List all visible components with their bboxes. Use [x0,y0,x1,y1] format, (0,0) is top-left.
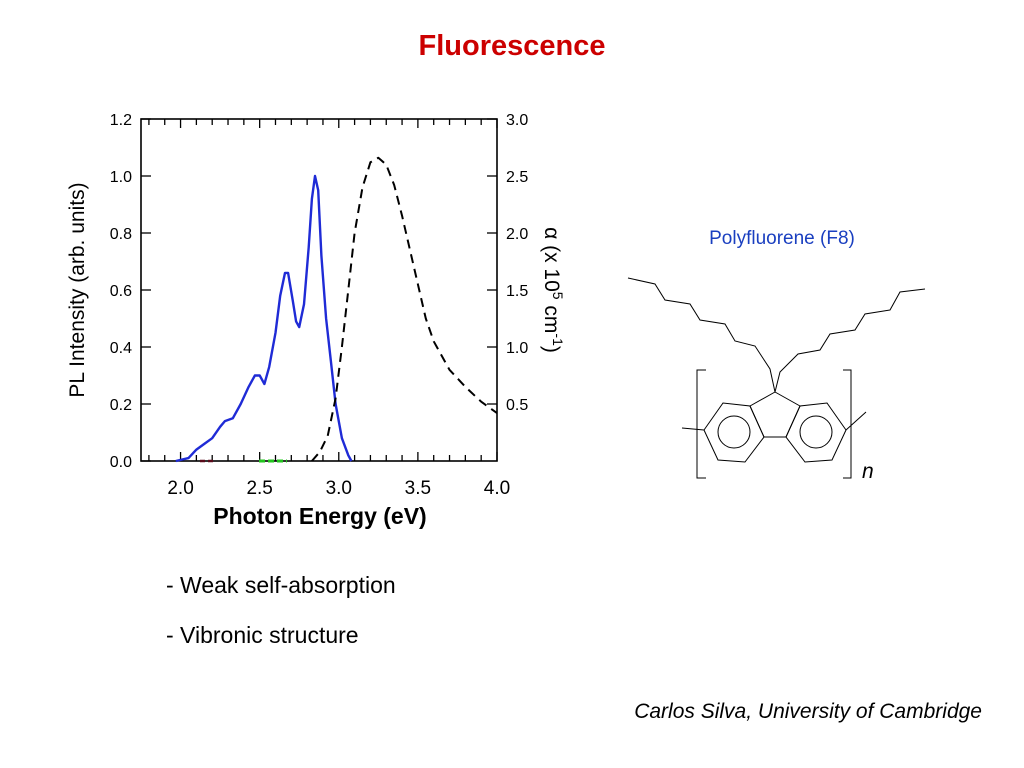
y2-tick-label: 0.5 [506,397,528,414]
x-tick-label: 4.0 [484,478,510,499]
bullet-2: - Vibronic structure [166,622,359,648]
aromatic-circle-right [799,415,833,449]
absorption-line [311,156,498,462]
x-tick-label: 3.5 [405,478,431,499]
y2-tick-label: 2.5 [506,169,528,186]
x-tick-label: 3.0 [326,478,352,499]
y-tick-label: 0.6 [110,283,132,300]
y-tick-label: 0.2 [110,397,132,414]
aromatic-circle-left [717,415,751,449]
y-tick-label: 1.0 [110,169,132,186]
plot-frame [140,118,498,462]
y2-label-exponent: 5 [550,292,566,300]
bracket-left [696,369,706,479]
y-tick-label: 0.4 [110,340,132,357]
y-axis-label: PL Intensity (arb. units) [66,182,89,397]
slide-title: Fluorescence [418,30,606,62]
y2-tick-label: 2.0 [506,226,528,243]
polymer-name: Polyfluorene (F8) [709,228,855,249]
bond [681,411,867,431]
polyfluorene-structure [627,277,926,479]
y-tick-label: 0.0 [110,454,132,471]
y2-tick-label: 3.0 [506,112,528,129]
y2-label-part: cm [540,300,563,334]
y2-label-part: α (x 10 [540,227,563,292]
y2-label-part: ) [540,346,563,353]
y2-tick-label: 1.0 [506,340,528,357]
repeat-subscript: n [862,460,874,483]
alkyl-chain-right [774,288,926,393]
alkyl-chain-left [627,277,776,393]
bond [749,391,801,407]
y2-axis-label: α (x 105 cm-1) [540,227,566,353]
x-tick-label: 2.0 [167,478,193,499]
pl-intensity-line [175,174,353,463]
x-tick-label: 2.5 [246,478,272,499]
benzene-ring-left [703,402,765,463]
bracket-right [843,369,852,479]
x-axis: 2.0 2.5 3.0 3.5 4.0 [148,119,510,499]
y-tick-label: 1.2 [110,112,132,129]
y2-label-exponent: -1 [550,333,566,346]
y-tick-label: 0.8 [110,226,132,243]
y2-tick-label: 1.5 [506,283,528,300]
bullet-1: - Weak self-absorption [166,572,396,598]
y-axis-right: 0.5 1.0 1.5 2.0 2.5 3.0 [487,112,528,414]
y-axis-left: 0.0 0.2 0.4 0.6 0.8 1.0 1.2 [110,112,151,471]
series-group [175,156,498,463]
x-axis-label: Photon Energy (eV) [213,503,426,529]
benzene-ring-right [785,402,847,463]
author-credit: Carlos Silva, University of Cambridge [634,700,982,723]
